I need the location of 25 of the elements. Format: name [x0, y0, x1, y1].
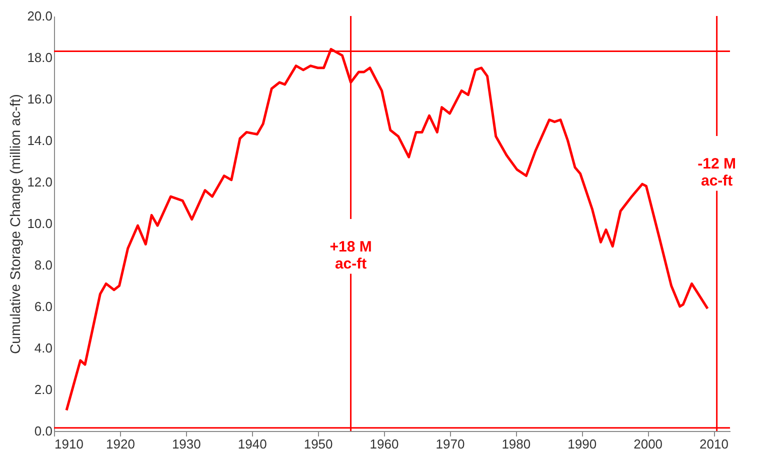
x-tick-label: 1920 [106, 436, 135, 452]
x-tick-label: 1910 [54, 436, 84, 452]
y-tick-label: 16.0 [27, 92, 52, 106]
y-tick-label: 10.0 [27, 216, 52, 231]
x-tick-label: 1970 [436, 436, 465, 452]
x-tick-label: 1960 [370, 436, 399, 452]
y-tick-label: 8.0 [34, 258, 52, 272]
y-tick-label: 18.0 [27, 50, 52, 65]
annotation: -12 M ac-ft [698, 155, 736, 190]
x-tick-label: 1940 [238, 436, 267, 452]
y-tick-label: 0.0 [34, 424, 52, 438]
x-tick-label: 1980 [502, 436, 531, 452]
y-tick-label: 14.0 [27, 133, 52, 148]
annotation: +18 M ac-ft [330, 238, 372, 272]
y-tick-label: 4.0 [34, 340, 52, 356]
x-tick-label: 1930 [172, 436, 201, 452]
y-tick-label: 6.0 [34, 299, 52, 314]
y-tick-label: 2.0 [34, 382, 52, 397]
x-tick-label: 1990 [568, 436, 597, 452]
x-tick-label: 1950 [304, 436, 333, 452]
y-tick-label: 20.0 [27, 8, 52, 24]
x-tick-label: 2010 [700, 436, 728, 452]
x-tick-label: 2000 [634, 436, 663, 452]
y-tick-label: 12.0 [27, 174, 52, 190]
y-axis-title: Cumulative Storage Change (million ac-ft) [7, 94, 24, 354]
